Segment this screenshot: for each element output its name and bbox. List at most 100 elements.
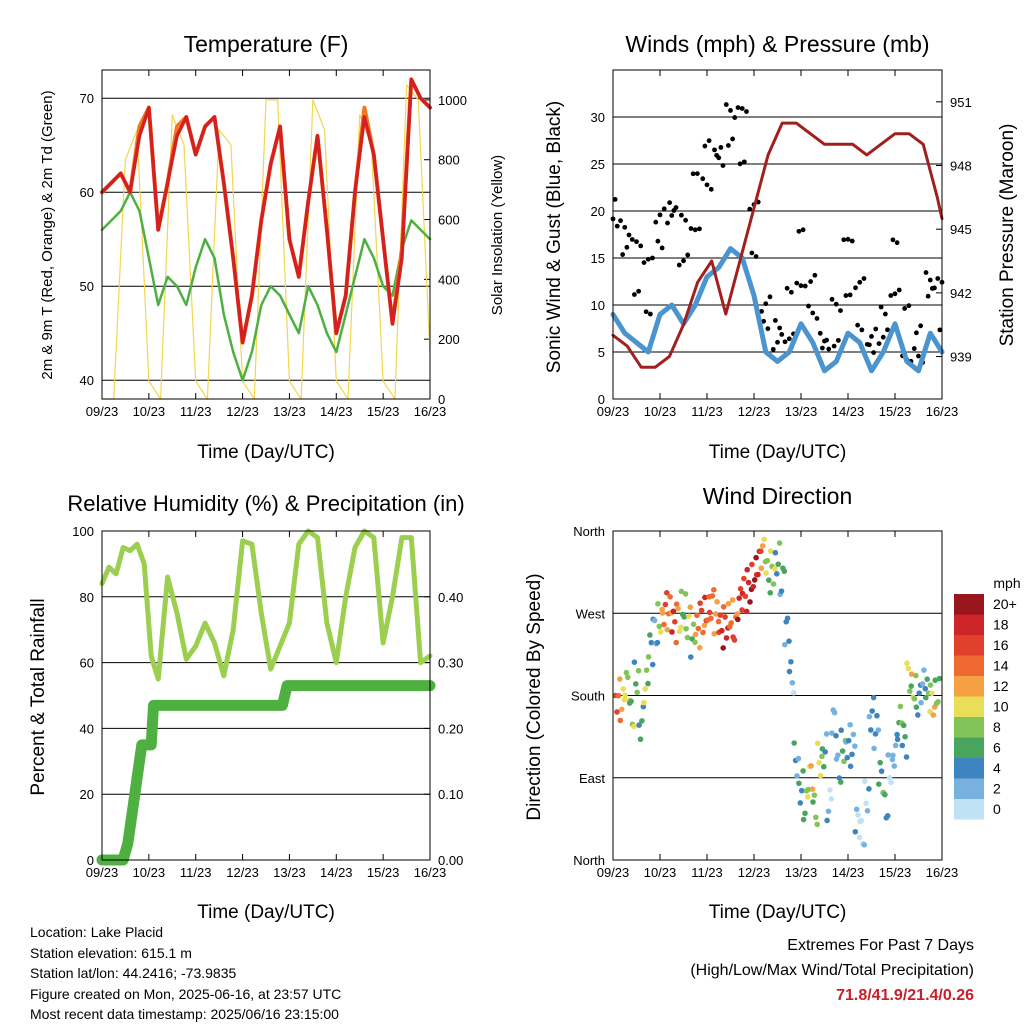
direction-point bbox=[772, 549, 779, 556]
gust-point bbox=[643, 309, 649, 315]
winds-x-tick-label: 12/23 bbox=[738, 404, 771, 419]
direction-point bbox=[858, 817, 865, 824]
winds-x-tick-label: 16/23 bbox=[926, 404, 959, 419]
gust-point bbox=[720, 163, 726, 168]
direction-point bbox=[670, 608, 677, 615]
humidity-y-tick-label: 0 bbox=[87, 853, 94, 868]
temperature-x-tick-label: 14/23 bbox=[320, 404, 353, 419]
direction-point bbox=[669, 629, 675, 635]
temperature-frame bbox=[101, 69, 431, 400]
direction-point bbox=[794, 773, 800, 779]
location-text: Location: Lake Placid bbox=[30, 924, 164, 940]
direction-point bbox=[623, 669, 630, 676]
legend-label: 18 bbox=[993, 617, 1009, 633]
direction-point bbox=[723, 635, 730, 641]
direction-point bbox=[831, 709, 838, 716]
winds-y-tick-label: 0 bbox=[598, 392, 605, 407]
elevation-text: Station elevation: 615.1 m bbox=[30, 944, 192, 961]
direction-point bbox=[645, 680, 651, 687]
gust-point bbox=[647, 311, 653, 317]
direction-point bbox=[631, 723, 637, 730]
direction-point bbox=[642, 686, 648, 692]
direction-point bbox=[845, 737, 852, 744]
winds-y-tick-label: 10 bbox=[591, 298, 605, 313]
gust-point bbox=[702, 143, 708, 149]
direction-point bbox=[772, 566, 778, 572]
direction-point bbox=[823, 731, 830, 737]
direction-point bbox=[701, 622, 708, 629]
gust-point bbox=[847, 292, 853, 298]
gust-point bbox=[894, 240, 900, 246]
gust-point bbox=[812, 272, 818, 278]
direction-point bbox=[922, 694, 929, 701]
direction-point bbox=[819, 753, 825, 760]
direction-point bbox=[636, 722, 642, 728]
gust-point bbox=[770, 346, 776, 352]
gust-point bbox=[819, 345, 825, 351]
gust-point bbox=[779, 332, 785, 337]
direction-point bbox=[734, 611, 741, 617]
humidity-x-tick-label: 11/23 bbox=[180, 865, 212, 880]
direction-point bbox=[908, 671, 915, 677]
temperature-x-tick-label: 15/23 bbox=[367, 404, 400, 419]
gust-point bbox=[641, 260, 647, 266]
direction-point bbox=[645, 654, 652, 660]
direction-point bbox=[731, 637, 738, 643]
direction-point bbox=[852, 743, 858, 749]
gust-point bbox=[704, 182, 710, 188]
legend-label: 10 bbox=[993, 699, 1009, 715]
direction-point bbox=[900, 722, 907, 729]
direction-point bbox=[690, 621, 697, 628]
direction-point bbox=[649, 661, 656, 668]
gust-point bbox=[653, 219, 659, 225]
direction-point bbox=[841, 758, 847, 765]
gust-point bbox=[817, 330, 823, 336]
direction-point bbox=[717, 612, 724, 618]
direction-point bbox=[618, 706, 625, 713]
direction-point bbox=[884, 812, 891, 819]
direction-point bbox=[692, 631, 699, 638]
direction-point bbox=[662, 601, 669, 608]
gust-point bbox=[918, 323, 924, 329]
gust-point bbox=[775, 339, 780, 345]
temperature-x-tick-label: 09/23 bbox=[86, 404, 119, 419]
gust-point bbox=[913, 330, 919, 336]
direction-point bbox=[809, 786, 816, 792]
gust-point bbox=[728, 108, 733, 113]
direction-point bbox=[755, 571, 761, 578]
direction-point bbox=[921, 667, 927, 673]
gust-point bbox=[808, 279, 814, 284]
gust-point bbox=[636, 288, 642, 294]
direction-point bbox=[673, 601, 680, 608]
temperature-x-tick-label: 13/23 bbox=[273, 404, 306, 419]
direction-point bbox=[886, 775, 893, 781]
winds-x-label: Time (Day/UTC) bbox=[709, 442, 847, 463]
legend-swatch bbox=[954, 799, 984, 820]
direction-point bbox=[682, 591, 689, 597]
gust-point bbox=[772, 318, 778, 323]
gust-point bbox=[843, 293, 849, 298]
direction-y-tick-label: North bbox=[573, 853, 605, 868]
humidity-x-tick-label: 12/23 bbox=[226, 865, 259, 880]
direction-point bbox=[720, 645, 727, 651]
direction-point bbox=[872, 731, 879, 737]
direction-point bbox=[797, 800, 804, 806]
direction-point bbox=[877, 759, 883, 766]
direction-point bbox=[686, 613, 692, 619]
gust-point bbox=[688, 226, 694, 231]
direction-point bbox=[878, 768, 885, 775]
temperature-y2-tick-label: 600 bbox=[438, 213, 460, 228]
gust-point bbox=[657, 212, 663, 218]
direction-point bbox=[657, 629, 664, 635]
gust-point bbox=[855, 322, 861, 328]
direction-point bbox=[643, 667, 650, 673]
gust-point bbox=[732, 115, 738, 120]
gust-point bbox=[694, 171, 700, 177]
gust-point bbox=[853, 285, 858, 291]
direction-point bbox=[659, 610, 666, 616]
direction-point bbox=[675, 605, 681, 612]
temperature-y-label: 2m & 9m T (Red, Orange) & 2m Td (Green) bbox=[39, 90, 56, 379]
winds-x-tick-label: 13/23 bbox=[785, 404, 818, 419]
gust-point bbox=[831, 343, 837, 349]
